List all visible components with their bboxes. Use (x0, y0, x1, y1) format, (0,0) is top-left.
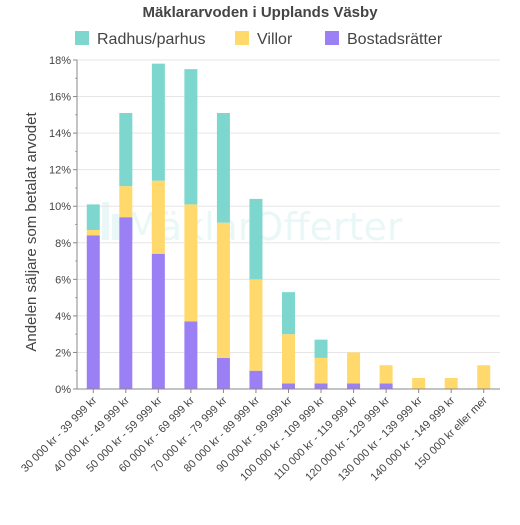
bar-segment[interactable] (249, 370, 263, 389)
y-tick-label: 4% (55, 311, 71, 323)
bar-segment[interactable] (184, 69, 198, 205)
bar-segment[interactable] (249, 198, 263, 280)
bar-segment[interactable] (216, 113, 230, 223)
legend-item[interactable]: Radhus/parhus (75, 31, 206, 48)
legend-label: Bostadsrätter (347, 31, 443, 48)
bar-segment[interactable] (314, 357, 328, 384)
chart-title: Mäklararvoden i Upplands Väsby (142, 4, 378, 21)
bar-segment[interactable] (347, 383, 361, 389)
bar-segment[interactable] (412, 378, 426, 389)
bar-segment[interactable] (184, 321, 198, 389)
bar-segment[interactable] (86, 204, 100, 230)
bar-segment[interactable] (216, 222, 230, 358)
y-tick-label: 16% (49, 92, 71, 104)
y-tick-label: 8% (55, 238, 71, 250)
bar-segment[interactable] (314, 383, 328, 389)
legend-swatch (325, 31, 339, 45)
legend-item[interactable]: Villor (235, 31, 293, 48)
bar-segment[interactable] (379, 383, 393, 389)
legend-swatch (75, 31, 89, 45)
legend-label: Radhus/parhus (97, 31, 206, 48)
y-tick-label: 10% (49, 201, 71, 213)
bar-segment[interactable] (184, 204, 198, 322)
bar-segment[interactable] (347, 352, 361, 384)
y-tick-label: 6% (55, 274, 71, 286)
bar-segment[interactable] (379, 365, 393, 384)
bar-segment[interactable] (151, 180, 165, 254)
y-tick-label: 14% (49, 128, 71, 140)
bar-segment[interactable] (86, 235, 100, 389)
bar-segment[interactable] (119, 113, 133, 187)
bar-segment[interactable] (119, 186, 133, 218)
bar-segment[interactable] (282, 292, 295, 335)
bar-segment[interactable] (314, 339, 328, 358)
bar-segment[interactable] (444, 378, 458, 389)
legend-item[interactable]: Bostadsrätter (325, 31, 443, 48)
legend-swatch (235, 31, 249, 45)
bar-segment[interactable] (151, 253, 165, 389)
legend-label: Villor (257, 31, 293, 48)
bar-segment[interactable] (119, 217, 133, 389)
y-tick-label: 12% (49, 165, 71, 177)
grid-lines (77, 59, 500, 353)
y-tick-label: 0% (55, 384, 71, 396)
bar-segment[interactable] (86, 229, 100, 236)
legend: Radhus/parhus Villor Bostadsrätter (75, 31, 443, 48)
y-axis-label: Andelen säljare som betalat arvodet (23, 112, 40, 352)
bar-segment[interactable] (151, 63, 165, 181)
bar-segment[interactable] (282, 334, 295, 384)
bar-segment[interactable] (216, 357, 230, 389)
bar-segment[interactable] (249, 279, 263, 371)
bars-group (86, 63, 491, 389)
watermark-logo: MäklarOfferter (92, 202, 403, 249)
y-tick-label: 18% (49, 55, 71, 67)
y-tick-label: 2% (55, 347, 71, 359)
svg-text:MäklarOfferter: MäklarOfferter (126, 205, 403, 249)
y-axis-ticks: 0% 2% 4% 6% 8% 10% 12% 14% 16% 18% (49, 55, 77, 396)
bar-segment[interactable] (477, 365, 491, 389)
bar-segment[interactable] (282, 383, 295, 389)
